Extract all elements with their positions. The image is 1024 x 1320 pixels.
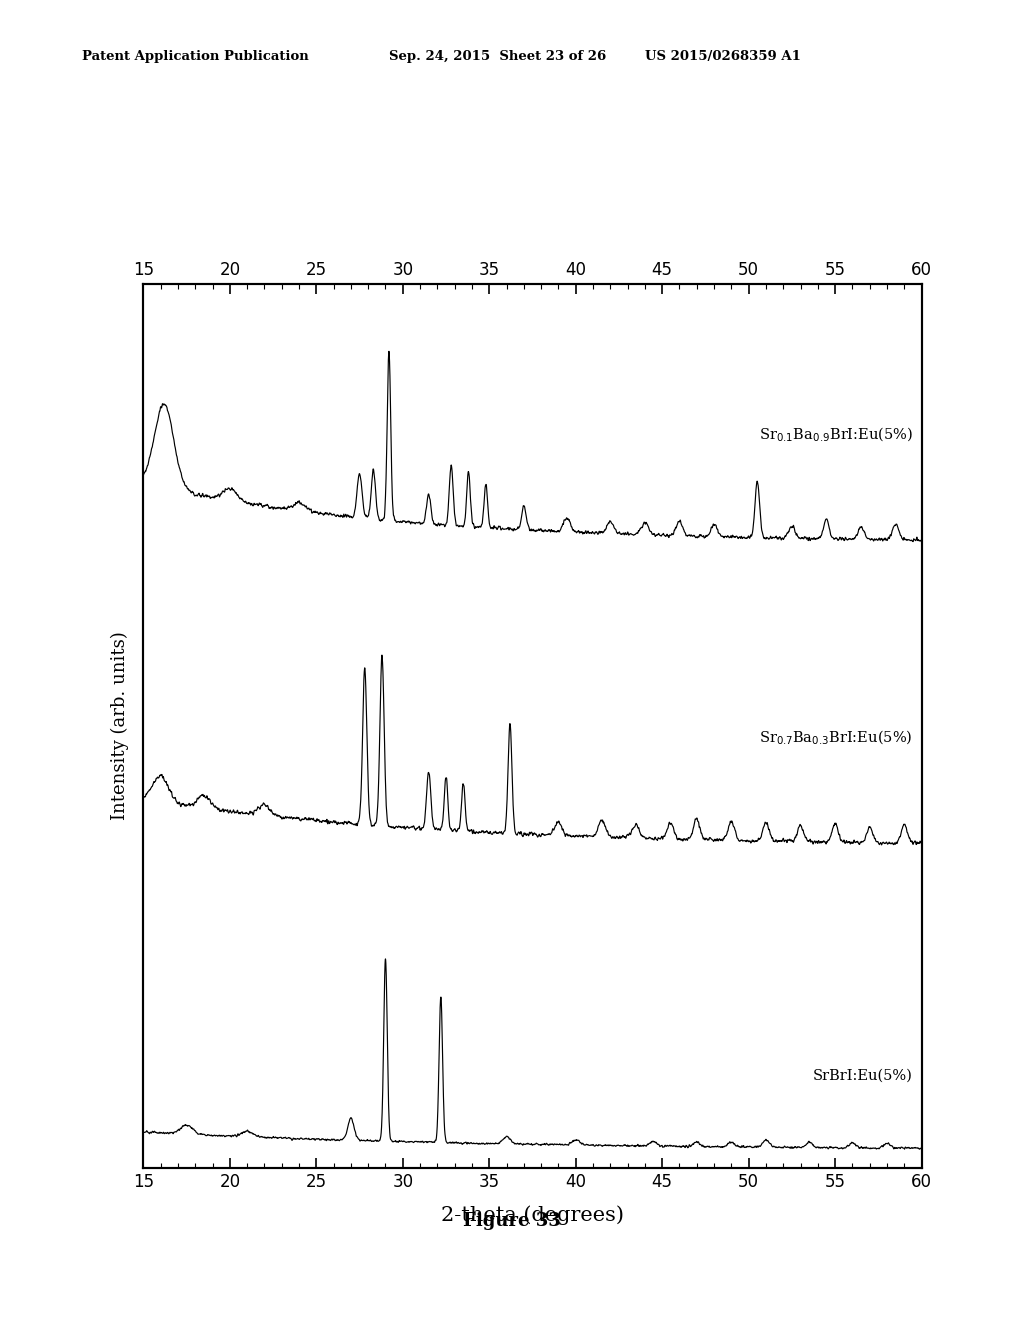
Text: Patent Application Publication: Patent Application Publication bbox=[82, 50, 308, 63]
Text: Sr$_{0.1}$Ba$_{0.9}$BrI:Eu(5%): Sr$_{0.1}$Ba$_{0.9}$BrI:Eu(5%) bbox=[759, 425, 913, 444]
Text: Sep. 24, 2015  Sheet 23 of 26: Sep. 24, 2015 Sheet 23 of 26 bbox=[389, 50, 606, 63]
Text: Figure 33: Figure 33 bbox=[463, 1212, 561, 1230]
Text: Sr$_{0.7}$Ba$_{0.3}$BrI:Eu(5%): Sr$_{0.7}$Ba$_{0.3}$BrI:Eu(5%) bbox=[760, 729, 913, 747]
Y-axis label: Intensity (arb. units): Intensity (arb. units) bbox=[112, 632, 129, 820]
Text: SrBrI:Eu(5%): SrBrI:Eu(5%) bbox=[813, 1069, 913, 1082]
Text: US 2015/0268359 A1: US 2015/0268359 A1 bbox=[645, 50, 801, 63]
X-axis label: 2-theta (degrees): 2-theta (degrees) bbox=[441, 1205, 624, 1225]
